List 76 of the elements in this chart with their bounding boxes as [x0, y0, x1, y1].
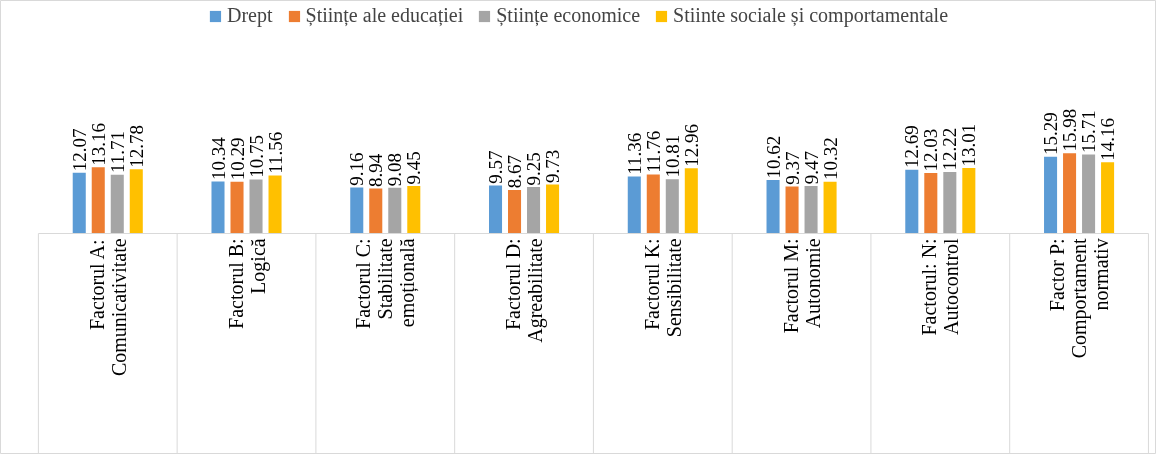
data-label: 11.36 — [623, 132, 645, 175]
data-label: 8.94 — [365, 153, 387, 187]
data-label: 15.71 — [1078, 110, 1100, 153]
x-tick-label: Factorul D: Agreabilitate — [502, 238, 548, 343]
data-label: 9.73 — [542, 149, 564, 183]
data-label: 10.32 — [819, 137, 841, 181]
bar — [508, 189, 522, 234]
data-label: 12.03 — [920, 128, 942, 172]
bar — [1063, 153, 1077, 234]
bar — [1082, 154, 1096, 234]
bar — [230, 181, 244, 234]
bar — [905, 169, 919, 234]
bar — [546, 184, 560, 234]
x-tick-label: Factorul B: Logică — [224, 238, 270, 329]
data-label: 11.76 — [642, 130, 664, 173]
bar — [943, 172, 957, 234]
x-tick-label: Factor P: Comportament normativ — [1046, 237, 1113, 359]
bar — [350, 187, 364, 234]
bar — [1044, 156, 1058, 234]
data-label: 15.29 — [1040, 112, 1062, 156]
bar — [369, 188, 383, 234]
data-label: 10.81 — [661, 134, 683, 178]
bar — [268, 175, 282, 234]
data-label: 9.45 — [403, 151, 425, 185]
bar — [646, 174, 660, 234]
bar — [91, 167, 105, 234]
bar — [249, 179, 263, 234]
data-label: 15.98 — [1059, 108, 1081, 152]
data-label: 13.16 — [87, 123, 109, 166]
bar — [407, 186, 421, 234]
data-label: 9.08 — [384, 153, 406, 187]
bar — [924, 173, 938, 234]
data-label: 12.96 — [680, 124, 702, 167]
legend-label: Drept — [226, 4, 273, 27]
legend-label: Stiinte sociale și comportamentale — [673, 4, 949, 27]
bar — [684, 168, 698, 234]
data-label: 12.22 — [939, 127, 961, 171]
bar — [823, 181, 837, 234]
data-label: 12.69 — [901, 125, 923, 169]
bar — [489, 185, 503, 234]
bar — [627, 176, 641, 234]
x-tick-label: Factorul A: Comunicativitate — [85, 238, 130, 377]
x-tick-label: Factorul M: Autonomie — [779, 238, 824, 334]
data-label: 10.29 — [226, 137, 248, 181]
data-label: 9.37 — [781, 151, 803, 185]
x-tick-label: Factorul: N: Autocontrol — [918, 237, 963, 336]
bar — [110, 174, 124, 234]
data-label: 12.78 — [125, 124, 147, 168]
data-label: 8.67 — [504, 155, 526, 189]
bar — [1101, 162, 1115, 234]
legend-label: Științe economice — [496, 4, 641, 27]
bar — [388, 187, 402, 234]
bar — [72, 172, 86, 234]
data-label: 9.47 — [800, 151, 822, 185]
data-label: 11.56 — [264, 131, 286, 174]
bar — [527, 187, 541, 234]
data-label: 10.75 — [245, 135, 267, 178]
data-label: 9.57 — [485, 150, 507, 184]
bar — [766, 180, 780, 234]
bar — [785, 186, 799, 234]
bar — [211, 181, 225, 234]
x-tick-label: Factorul C: Stabilitate emoțională — [352, 238, 420, 329]
legend-label: Științe ale educației — [305, 4, 464, 27]
x-tick-label: Factorul K: Sensibilitate — [640, 238, 685, 338]
data-label: 9.16 — [346, 152, 368, 186]
data-label: 14.16 — [1097, 117, 1119, 161]
data-label: 10.62 — [762, 135, 784, 179]
bar — [665, 179, 679, 234]
data-label: 13.01 — [958, 123, 980, 167]
bar — [129, 169, 143, 234]
data-label: 12.07 — [68, 128, 90, 172]
data-label: 10.34 — [207, 136, 229, 180]
data-label: 11.71 — [106, 130, 128, 174]
bar — [804, 185, 818, 234]
bar — [962, 168, 976, 234]
data-label: 9.25 — [523, 152, 545, 186]
